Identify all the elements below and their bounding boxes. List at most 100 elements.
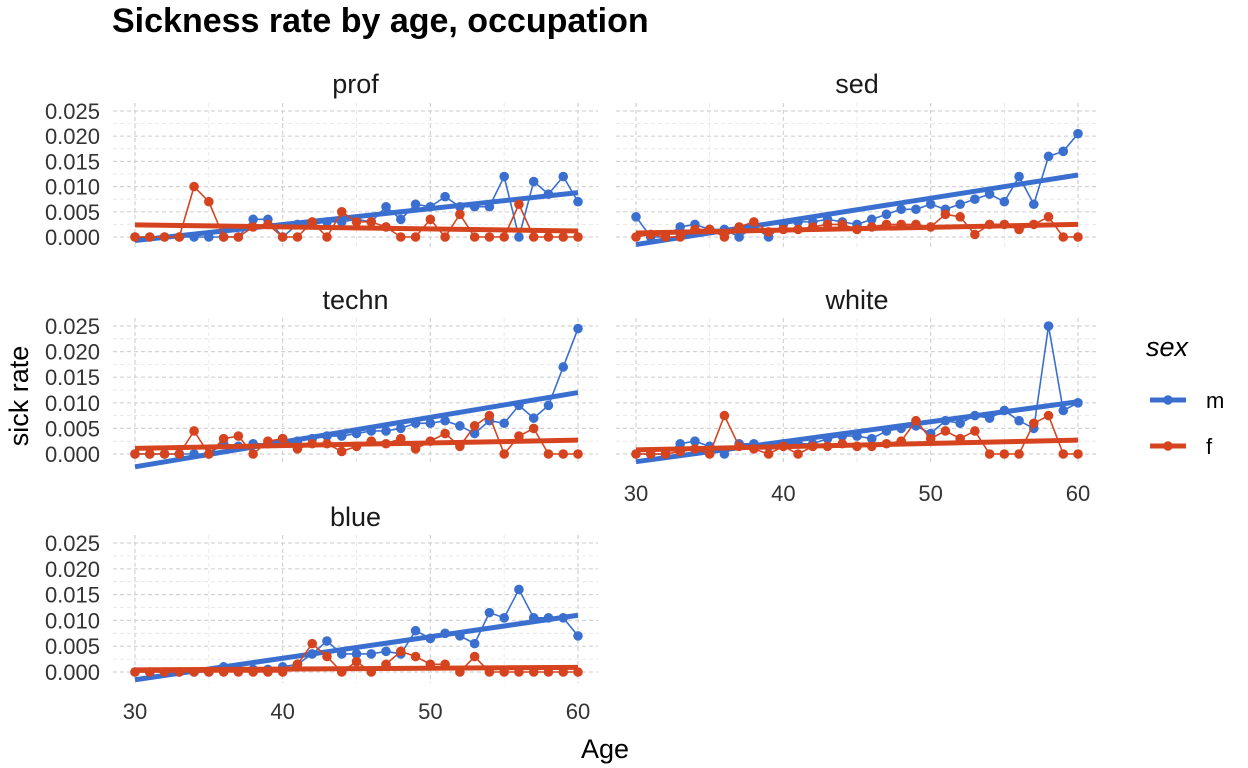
data-point [425, 436, 436, 447]
data-point [852, 224, 862, 235]
data-point [218, 667, 229, 677]
data-point [440, 191, 450, 202]
data-point [248, 214, 258, 225]
data-point [410, 444, 421, 454]
data-point [366, 426, 377, 436]
series-f-techn [130, 410, 583, 459]
data-point [970, 410, 980, 421]
data-point [999, 405, 1010, 416]
data-point [690, 436, 700, 447]
data-point [1014, 415, 1024, 426]
data-point [719, 232, 730, 242]
data-point [351, 428, 362, 439]
data-point [719, 449, 730, 459]
data-point [1073, 449, 1083, 459]
data-point [558, 171, 569, 182]
data-point [336, 431, 347, 441]
data-point [528, 176, 539, 187]
data-point [381, 646, 391, 657]
data-point [1073, 398, 1083, 408]
chart-title: Sickness rate by age, occupation [112, 2, 649, 40]
legend-key-f: f [1150, 434, 1213, 459]
data-point [1043, 410, 1054, 421]
data-point [528, 613, 539, 623]
series-f-sed [631, 209, 1083, 242]
data-point [940, 415, 951, 426]
data-point [484, 410, 495, 421]
facet-label-techn: techn [322, 285, 388, 315]
data-point [660, 232, 671, 242]
y-tick-label: 0.005 [45, 416, 100, 441]
data-point [336, 217, 347, 227]
data-point [366, 667, 377, 677]
data-point [999, 449, 1010, 459]
series-f-prof [130, 181, 583, 242]
data-point [440, 415, 450, 426]
data-point [837, 219, 848, 230]
data-point [381, 222, 391, 232]
data-point [292, 232, 303, 242]
data-point [455, 667, 465, 677]
data-point [499, 613, 509, 623]
data-point [1014, 449, 1024, 459]
data-point [1073, 128, 1083, 139]
data-point [263, 219, 273, 230]
data-point [174, 667, 185, 677]
data-point [970, 194, 980, 204]
data-point [233, 431, 244, 441]
data-point [911, 204, 921, 215]
data-point [469, 651, 480, 662]
data-point [425, 633, 436, 644]
data-point [396, 214, 406, 225]
data-point [1043, 321, 1054, 331]
data-point [514, 199, 524, 210]
data-point [189, 449, 199, 459]
x-tick-label: 30 [624, 481, 648, 506]
y-tick-label: 0.015 [45, 149, 100, 174]
data-point [499, 418, 509, 429]
data-point [484, 232, 495, 242]
data-point [233, 232, 244, 242]
data-point [822, 441, 833, 452]
data-point [631, 232, 641, 242]
data-point [866, 222, 877, 232]
data-point [469, 428, 480, 439]
data-point [425, 214, 436, 225]
data-point [263, 667, 273, 677]
trend-line [134, 664, 579, 673]
data-point [808, 222, 818, 232]
data-point [381, 426, 391, 436]
data-point [675, 438, 685, 449]
y-tick-label: 0.020 [45, 340, 100, 365]
data-point [159, 667, 170, 677]
data-point [455, 421, 465, 431]
data-point [543, 189, 554, 199]
data-point [130, 449, 140, 459]
data-point [469, 421, 480, 431]
data-point [381, 659, 391, 670]
data-point [852, 431, 862, 441]
x-tick-label: 40 [270, 699, 294, 724]
data-point [174, 449, 185, 459]
data-point [233, 667, 244, 677]
data-point [881, 426, 892, 436]
data-point [793, 217, 803, 227]
data-point [410, 232, 421, 242]
data-point [204, 232, 214, 242]
data-point [322, 651, 332, 662]
facet-label-sed: sed [835, 69, 879, 99]
data-point [1058, 232, 1069, 242]
data-point [749, 444, 759, 454]
data-point [837, 438, 848, 449]
data-point [425, 659, 436, 670]
data-point [307, 649, 318, 659]
data-point [351, 217, 362, 227]
data-point [543, 667, 554, 677]
data-point [558, 449, 569, 459]
data-point [925, 199, 936, 210]
data-point [396, 232, 406, 242]
data-point [690, 444, 700, 454]
data-point [778, 224, 789, 235]
